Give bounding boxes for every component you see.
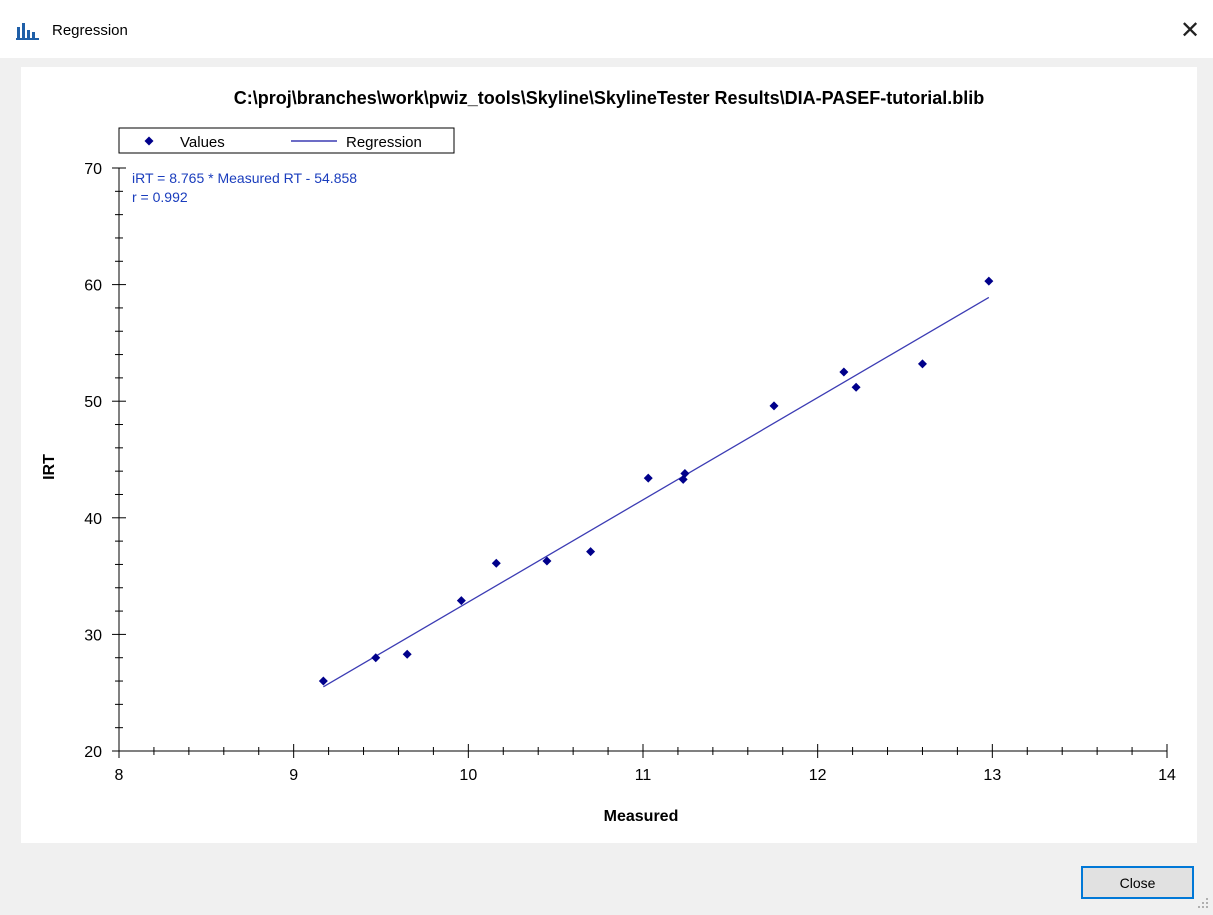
regression-graph: C:\proj\branches\work\pwiz_tools\Skyline… xyxy=(21,67,1197,843)
y-tick-label: 30 xyxy=(84,627,102,644)
x-tick-label: 13 xyxy=(983,767,1001,784)
data-point xyxy=(984,276,994,286)
x-tick-label: 11 xyxy=(635,767,652,784)
x-tick-label: 8 xyxy=(115,767,124,784)
chart-icon xyxy=(16,21,40,41)
correlation-coefficient: r = 0.992 xyxy=(132,189,188,205)
x-tick-label: 10 xyxy=(459,767,477,784)
regression-chart: C:\proj\branches\work\pwiz_tools\Skyline… xyxy=(41,88,1176,825)
window-title: Regression xyxy=(52,22,128,39)
y-tick-label: 40 xyxy=(84,511,102,528)
series xyxy=(318,276,994,688)
legend-box xyxy=(118,127,455,154)
data-point xyxy=(643,473,653,483)
data-point xyxy=(851,382,861,392)
data-point xyxy=(542,556,552,566)
y-axis-label: IRT xyxy=(41,454,58,480)
data-point xyxy=(917,359,927,369)
chart-title: C:\proj\branches\work\pwiz_tools\Skyline… xyxy=(234,88,984,108)
x-tick-label: 12 xyxy=(809,767,827,784)
data-point xyxy=(491,558,501,568)
regression-line xyxy=(323,296,990,688)
data-point xyxy=(456,596,466,606)
data-point xyxy=(371,653,381,663)
x-axis-label: Measured xyxy=(604,808,679,825)
resize-grip-icon[interactable] xyxy=(1196,896,1210,910)
y-tick-label: 20 xyxy=(84,744,102,761)
legend-values-marker xyxy=(144,136,154,146)
legend: Values Regression xyxy=(118,127,455,154)
y-tick-label: 50 xyxy=(84,394,102,411)
legend-regression-label: Regression xyxy=(346,134,422,151)
data-point xyxy=(318,676,328,686)
y-tick-label: 60 xyxy=(84,278,102,295)
x-tick-label: 14 xyxy=(1158,767,1176,784)
axis-ticks: 8 9 10 11 12 13 14 20 30 40 50 60 70 xyxy=(84,161,1176,784)
x-tick-label: 9 xyxy=(289,767,298,784)
data-point xyxy=(402,649,412,659)
close-button[interactable]: Close xyxy=(1081,866,1194,899)
y-tick-label: 70 xyxy=(84,161,102,178)
legend-values-label: Values xyxy=(180,134,225,151)
title-bar: Regression ✕ xyxy=(0,0,1213,58)
data-point xyxy=(839,367,849,377)
regression-equation: iRT = 8.765 * Measured RT - 54.858 xyxy=(132,170,357,186)
data-point xyxy=(769,401,779,411)
window-close-button[interactable]: ✕ xyxy=(1179,16,1201,44)
data-point xyxy=(586,547,596,557)
axes xyxy=(118,168,1167,752)
data-point xyxy=(680,468,690,478)
